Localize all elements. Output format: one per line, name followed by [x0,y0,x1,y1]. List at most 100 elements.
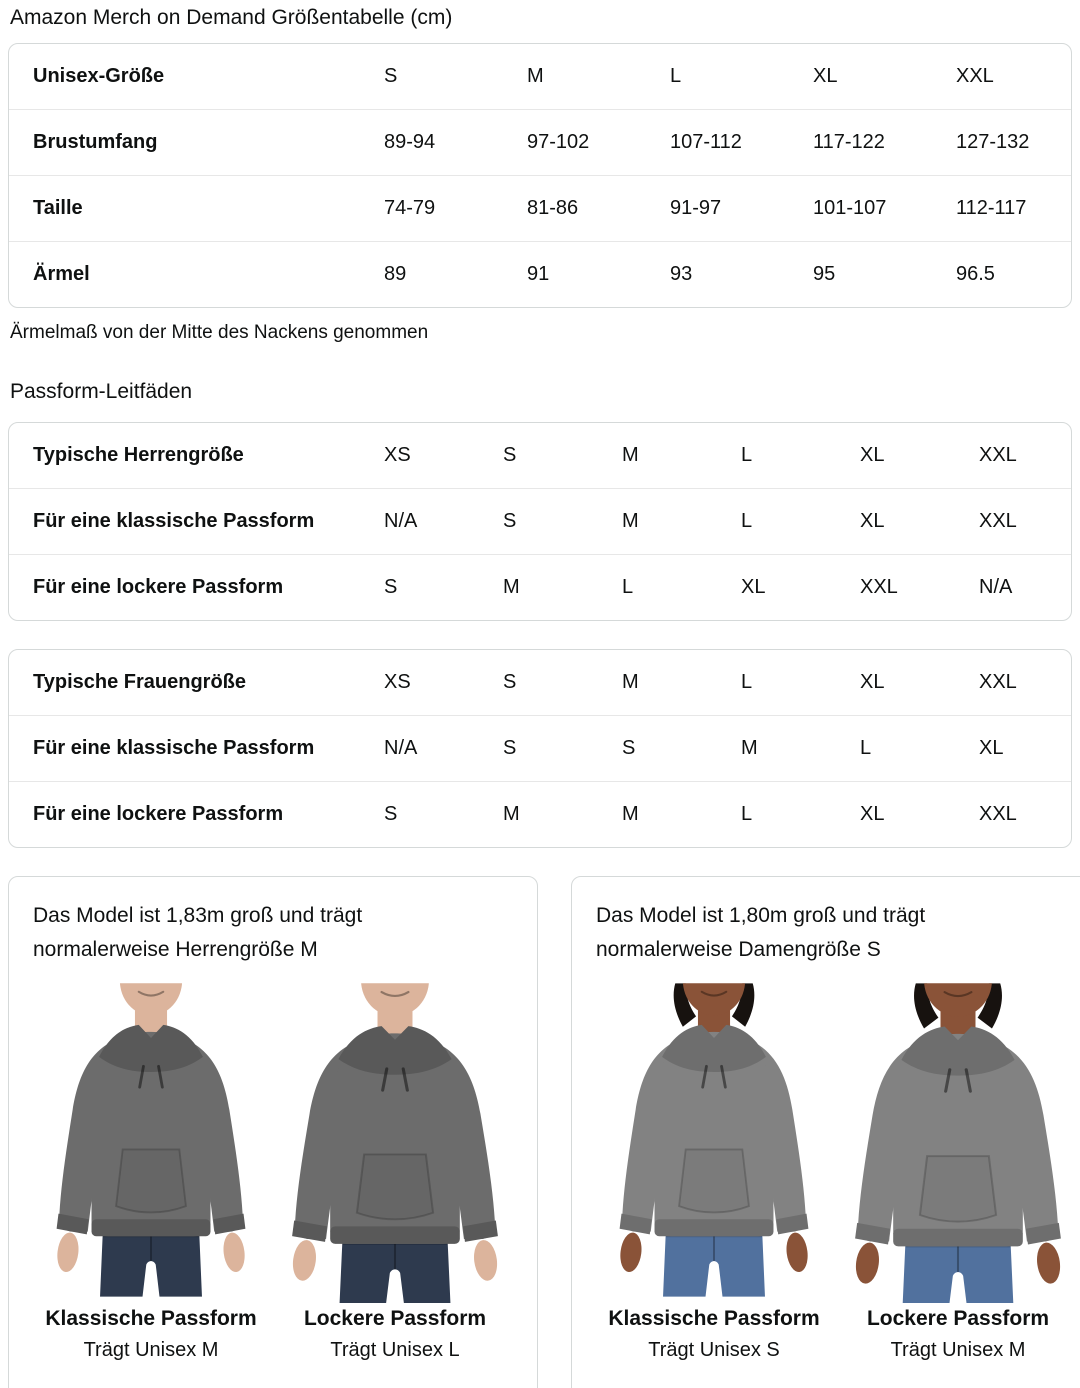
table-cell: XXL [979,510,1017,532]
table-cell: S [503,444,517,466]
table-cell: M [622,803,639,825]
table-cell: XXL [979,803,1017,825]
table-cell: N/A [384,510,418,532]
table-cell: 74-79 [384,197,436,219]
table-cell: 91 [527,263,550,285]
table-cell: M [527,65,544,87]
row-label: Typische Herrengröße [33,444,244,466]
table-cell: XXL [979,444,1017,466]
table-row: Für eine lockere Passform S M M L XL XXL [9,781,1071,847]
table-cell: S [622,737,636,759]
model-figures: Klassische Passform Trägt Unisex S Locke… [596,977,1076,1362]
table-cell: XL [860,444,885,466]
model-figure: Klassische Passform Trägt Unisex S [596,977,832,1362]
table-row: Unisex-Größe S M L XL XXL [9,44,1071,109]
table-cell: XXL [956,65,994,87]
table-row: Für eine klassische Passform N/A S S M L… [9,715,1071,781]
model-figure: Klassische Passform Trägt Unisex M [33,977,269,1362]
table-cell: L [622,576,634,598]
row-label: Für eine lockere Passform [33,576,284,598]
male-model-loose-fit-photo [277,977,513,1303]
table-cell: 89-94 [384,131,436,153]
table-cell: S [384,576,398,598]
table-cell: 101-107 [813,197,887,219]
row-label: Brustumfang [33,131,158,153]
sleeve-note: Ärmelmaß von der Mitte des Nackens genom… [10,322,429,343]
row-label: Für eine lockere Passform [33,803,284,825]
figure-caption: Klassische Passform Trägt Unisex S [596,1307,832,1362]
table-cell: XL [979,737,1004,759]
table-cell: 117-122 [813,131,885,153]
table-cell: M [622,671,639,693]
table-cell: 127-132 [956,131,1030,153]
table-cell: 89 [384,263,407,285]
table-row: Typische Herrengröße XS S M L XL XXL [9,423,1071,488]
womens-model-card: Das Model ist 1,80m groß und trägt norma… [571,876,1080,1388]
row-label: Unisex-Größe [33,65,165,87]
female-model-classic-fit-photo [596,977,832,1303]
table-cell: XL [741,576,766,598]
table-cell: N/A [384,737,418,759]
figure-caption: Klassische Passform Trägt Unisex M [33,1307,269,1362]
table-cell: 107-112 [670,131,742,153]
table-row: Typische Frauengröße XS S M L XL XXL [9,650,1071,715]
size-label: Trägt Unisex M [83,1339,219,1362]
table-cell: 81-86 [527,197,579,219]
figure-caption: Lockere Passform Trägt Unisex L [277,1307,513,1362]
fit-label: Klassische Passform [608,1307,820,1331]
table-cell: S [503,671,517,693]
size-label: Trägt Unisex L [330,1339,460,1362]
table-row: Für eine lockere Passform S M L XL XXL N… [9,554,1071,620]
table-row: Taille 74-79 81-86 91-97 101-107 112-117 [9,175,1071,241]
table-cell: XL [860,803,885,825]
table-cell: M [503,803,520,825]
table-cell: N/A [979,576,1013,598]
table-cell: L [670,65,682,87]
table-cell: L [741,671,753,693]
row-label: Taille [33,197,83,219]
male-model-classic-fit-photo [33,977,269,1303]
table-cell: 93 [670,263,693,285]
fit-label: Lockere Passform [866,1307,1050,1331]
table-row: Brustumfang 89-94 97-102 107-112 117-122… [9,109,1071,175]
table-cell: XXL [860,576,898,598]
table-cell: XS [384,671,411,693]
table-cell: XXL [979,671,1017,693]
table-cell: 97-102 [527,131,590,153]
row-label: Für eine klassische Passform [33,737,315,759]
fit-label: Lockere Passform [303,1307,487,1331]
model-figures: Klassische Passform Trägt Unisex M Locke… [33,977,513,1362]
table-cell: XL [813,65,838,87]
fit-guides-heading: Passform-Leitfäden [10,380,193,403]
model-description: Das Model ist 1,80m groß und trägt norma… [596,904,926,962]
table-cell: 91-97 [670,197,722,219]
womens-fit-table: Typische Frauengröße XS S M L XL XXL Für… [8,649,1072,848]
table-row: Für eine klassische Passform N/A S M L X… [9,488,1071,554]
model-description: Das Model ist 1,83m groß und trägt norma… [33,904,363,962]
size-label: Trägt Unisex S [648,1339,780,1362]
row-label: Ärmel [33,263,90,285]
table-cell: 112-117 [956,197,1027,219]
table-cell: L [741,444,753,466]
unisex-size-table: Unisex-Größe S M L XL XXL Brustumfang 89… [8,43,1072,308]
table-cell: L [741,803,753,825]
table-cell: S [384,65,398,87]
table-cell: S [503,737,517,759]
mens-fit-table: Typische Herrengröße XS S M L XL XXL Für… [8,422,1072,621]
table-cell: S [384,803,398,825]
model-figure: Lockere Passform Trägt Unisex M [840,977,1076,1362]
size-label: Trägt Unisex M [890,1339,1026,1362]
model-cards: Das Model ist 1,83m groß und trägt norma… [8,876,1080,1388]
table-cell: L [741,510,753,532]
model-figure: Lockere Passform Trägt Unisex L [277,977,513,1362]
fit-label: Klassische Passform [45,1307,257,1331]
table-cell: M [622,444,639,466]
table-cell: XS [384,444,411,466]
table-cell: 95 [813,263,836,285]
table-cell: 96.5 [956,263,995,285]
table-cell: M [503,576,520,598]
table-cell: M [622,510,639,532]
table-cell: XL [860,671,885,693]
table-cell: XL [860,510,885,532]
